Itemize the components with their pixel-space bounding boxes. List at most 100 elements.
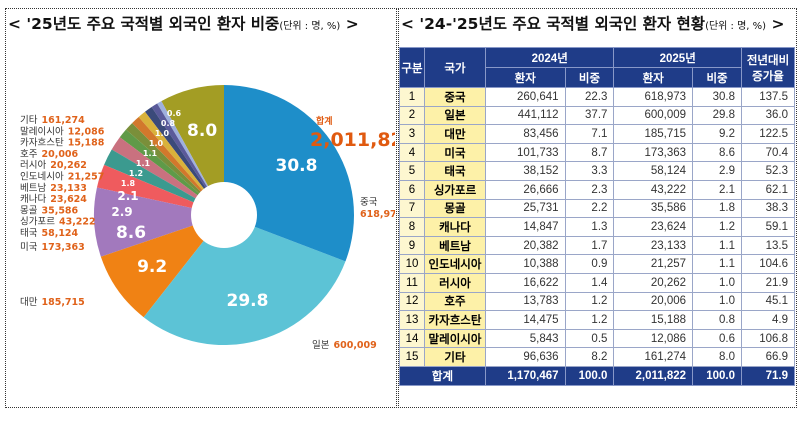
cell-country: 카자흐스탄 xyxy=(424,310,486,330)
cell-patients-2024: 13,783 xyxy=(485,291,566,312)
cell-country: 미국 xyxy=(424,142,486,163)
slice-name: 기타 xyxy=(20,115,38,126)
cell-idx: 13 xyxy=(399,310,425,330)
cell-share-2024: 1.3 xyxy=(564,217,615,237)
slice-value-label: 2.9 xyxy=(111,205,132,219)
table-row: 13 카자흐스탄 14,475 1.2 15,188 0.8 4.9 xyxy=(399,310,795,330)
cell-patients-2025: 15,188 xyxy=(613,310,694,330)
slice-count: 185,715 xyxy=(41,297,84,308)
slice-value-label: 1.1 xyxy=(136,159,151,168)
pie-slice xyxy=(104,149,224,215)
cell-patients-2025: 21,257 xyxy=(613,254,694,274)
cell-share-2024: 2.3 xyxy=(564,179,615,200)
cell-patients-2024: 38,152 xyxy=(485,161,566,181)
pie-slice xyxy=(111,137,224,215)
cell-share-2025: 2.1 xyxy=(692,179,742,200)
slice-name: 러시아 xyxy=(20,160,46,171)
cell-patients-2024: 10,388 xyxy=(485,254,566,274)
patients-table: 구분 국가 2024년 2025년 전년대비 증가율 환자 비중 환자 비중 1 중국 260,6… xyxy=(399,47,795,386)
header-patients-2025: 환자 xyxy=(613,67,694,88)
cell-growth: 70.4 xyxy=(741,142,795,163)
cell-share-2024: 0.5 xyxy=(564,328,615,349)
slice-name-label: 싱가포르 43,222 xyxy=(20,217,96,228)
cell-growth: 62.1 xyxy=(741,179,795,200)
pie-slice xyxy=(161,85,224,215)
slice-count: 35,586 xyxy=(41,205,78,216)
slice-name: 인도네시아 xyxy=(20,172,64,183)
cell-share-2024: 7.1 xyxy=(564,124,615,144)
cell-growth: 13.5 xyxy=(741,235,795,256)
cell-patients-2024: 16,622 xyxy=(485,272,566,293)
cell-idx: 5 xyxy=(399,161,425,181)
table-row: 3 대만 83,456 7.1 185,715 9.2 122.5 xyxy=(399,124,795,144)
cell-share-2025: 29.8 xyxy=(692,105,742,126)
total-value: 2,011,822 xyxy=(310,129,395,151)
cell-country: 대만 xyxy=(424,124,486,144)
cell-share-2025: 1.8 xyxy=(692,198,742,219)
cell-patients-2024: 441,112 xyxy=(485,105,566,126)
table-row: 1 중국 260,641 22.3 618,973 30.8 137.5 xyxy=(399,87,795,107)
slice-name-label: 베트남 23,133 xyxy=(20,183,87,194)
slice-name: 베트남 xyxy=(20,183,46,194)
slice-count: 43,222 xyxy=(59,217,96,228)
table-panel xyxy=(398,8,797,408)
slice-name: 몽골 xyxy=(20,205,38,216)
slice-name-label: 인도네시아 21,257 xyxy=(20,172,104,183)
slice-value-label: 9.2 xyxy=(137,257,167,277)
table-row: 5 태국 38,152 3.3 58,124 2.9 52.3 xyxy=(399,161,795,181)
cell-growth: 36.0 xyxy=(741,105,795,126)
cell-share-2024: 1.7 xyxy=(564,235,615,256)
table-title-text: < '24-'25년도 주요 국적별 외국인 환자 현황 xyxy=(401,15,706,33)
slice-name-label: 미국 173,363 xyxy=(20,242,85,253)
table-row: 14 말레이시아 5,843 0.5 12,086 0.6 106.8 xyxy=(399,328,795,349)
header-2025: 2025년 xyxy=(613,47,742,68)
cell-patients-2024: 26,666 xyxy=(485,179,566,200)
cell-idx: 2 xyxy=(399,105,425,126)
cell-patients-2025: 23,133 xyxy=(613,235,694,256)
header-2024: 2024년 xyxy=(484,47,615,68)
cell-growth: 21.9 xyxy=(741,272,795,293)
cell-share-2024: 1.2 xyxy=(564,291,615,312)
cell-growth: 122.5 xyxy=(741,124,795,144)
cell-growth: 38.3 xyxy=(741,198,795,219)
cell-country: 기타 xyxy=(424,347,486,367)
slice-name-label: 몽골 35,586 xyxy=(20,205,79,216)
table-row: 4 미국 101,733 8.7 173,363 8.6 70.4 xyxy=(399,142,795,163)
cell-country: 호주 xyxy=(424,291,486,312)
cell-patients-2024: 96,636 xyxy=(485,347,566,367)
cell-country: 말레이시아 xyxy=(424,328,486,349)
pie-slice xyxy=(151,103,224,215)
cell-country: 싱가포르 xyxy=(424,179,486,200)
slice-name-label: 호주 20,006 xyxy=(20,149,79,160)
cell-patients-2025: 161,274 xyxy=(613,347,694,367)
cell-share-2025: 1.1 xyxy=(692,235,742,256)
cell-patients-2025: 43,222 xyxy=(613,179,694,200)
cell-share-2024: 1.2 xyxy=(564,310,615,330)
cell-share-2024: 8.7 xyxy=(564,142,615,163)
donut-hole xyxy=(191,182,257,248)
cell-patients-2024: 20,382 xyxy=(485,235,566,256)
chart-title-text: < '25년도 주요 국적별 외국인 환자 비중 xyxy=(8,15,280,33)
cell-share-2025: 0.6 xyxy=(692,328,742,349)
slice-count: 600,009 xyxy=(333,340,376,351)
cell-patients-2024: 5,843 xyxy=(485,328,566,349)
pie-slice xyxy=(93,187,224,257)
slice-value-label: 30.8 xyxy=(275,156,317,176)
cell-country: 태국 xyxy=(424,161,486,181)
table-row: 9 베트남 20,382 1.7 23,133 1.1 13.5 xyxy=(399,235,795,256)
cell-patients-2025: 58,124 xyxy=(613,161,694,181)
slice-value-label: 0.6 xyxy=(167,109,182,118)
slice-name-label: 태국 58,124 xyxy=(20,228,79,239)
slice-name: 대만 xyxy=(20,297,38,308)
total-row: 합계 1,170,467 100.0 2,011,822 100.0 71.9 xyxy=(399,365,795,386)
slice-name-label: 대만 185,715 xyxy=(20,297,85,308)
cell-country: 베트남 xyxy=(424,235,486,256)
cell-share-2024: 3.3 xyxy=(564,161,615,181)
total-cell: 합계 xyxy=(399,365,486,386)
total-cell: 71.9 xyxy=(741,365,795,386)
cell-growth: 52.3 xyxy=(741,161,795,181)
slice-count: 58,124 xyxy=(41,228,78,239)
slice-count: 23,133 xyxy=(50,183,87,194)
